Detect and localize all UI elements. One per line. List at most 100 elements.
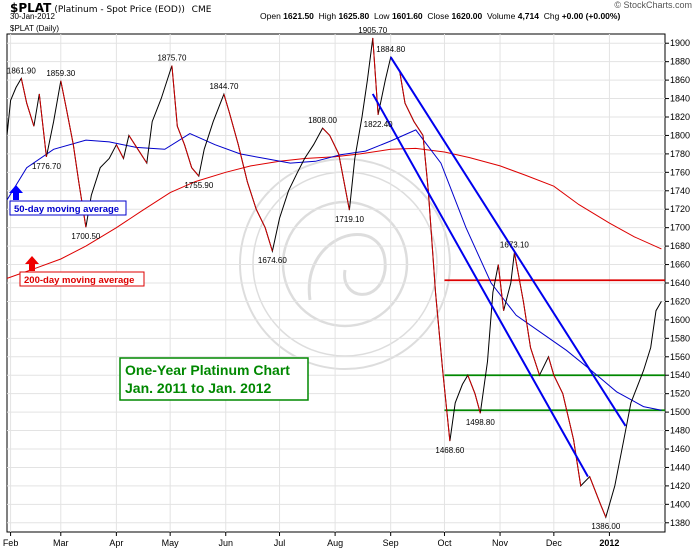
x-tick-label: Sep — [383, 538, 399, 548]
title-line-2: Jan. 2011 to Jan. 2012 — [125, 380, 272, 396]
y-tick-label: 1900 — [670, 38, 690, 48]
price-down-segment — [38, 93, 47, 157]
price-down-segment — [562, 393, 575, 440]
y-tick-label: 1820 — [670, 112, 690, 122]
y-tick-label: 1680 — [670, 241, 690, 251]
trendline — [371, 93, 589, 478]
price-annotation: 1861.90 — [7, 66, 36, 75]
price-down-segment — [404, 102, 415, 122]
price-down-segment — [128, 135, 139, 150]
y-tick-label: 1640 — [670, 278, 690, 288]
y-axis: 1380 1400 1420 1440 1460 1480 1500 1520 1540 1560… — [665, 38, 690, 528]
x-tick-label: Mar — [53, 538, 69, 548]
x-tick-label: Dec — [546, 538, 563, 548]
x-tick-label: Jul — [274, 538, 286, 548]
low-value: 1601.60 — [391, 11, 423, 21]
price-down-segment — [20, 78, 28, 104]
x-tick-label: Jun — [218, 538, 233, 548]
exchange: CME — [191, 5, 212, 15]
price-down-segment — [223, 94, 230, 113]
price-annotation: 1844.70 — [209, 82, 238, 91]
red-arrow-icon — [25, 256, 39, 271]
price-down-segment — [60, 80, 67, 108]
price-down-segment — [264, 227, 273, 252]
price-down-segment — [115, 144, 124, 159]
price-down-segment — [171, 65, 178, 127]
chart-title: $PLAT (Platinum - Spot Price (EOD)) CME — [10, 1, 211, 15]
price-annotation: 1875.70 — [157, 54, 186, 63]
close-value: 1620.00 — [451, 11, 483, 21]
y-tick-label: 1400 — [670, 499, 690, 509]
y-tick-label: 1560 — [670, 352, 690, 362]
ma200-legend: 200-day moving average — [19, 256, 145, 287]
price-annotation: 1386.00 — [591, 522, 620, 531]
price-annotation: 1776.70 — [32, 162, 61, 171]
series-layer — [6, 37, 662, 519]
ma50-legend-label: 50-day moving average — [14, 204, 119, 215]
price-down-segment — [547, 356, 555, 376]
high-value: 1625.80 — [338, 11, 370, 21]
price-down-segment — [474, 393, 481, 414]
price-down-segment — [399, 70, 406, 104]
price-annotations: 1861.90 1859.30 1776.70 1700.50 1875.70 1755.… — [7, 26, 621, 531]
y-tick-label: 1460 — [670, 444, 690, 454]
y-tick-label: 1740 — [670, 186, 690, 196]
y-tick-label: 1440 — [670, 462, 690, 472]
x-tick-label: Apr — [109, 538, 123, 548]
y-tick-label: 1480 — [670, 426, 690, 436]
price-down-segment — [467, 375, 476, 394]
price-annotation: 1700.50 — [71, 232, 100, 241]
ma200-legend-label: 200-day moving average — [24, 275, 134, 286]
price-annotation: 1859.30 — [46, 69, 75, 78]
price-down-segment — [176, 126, 185, 145]
period-label: $PLAT (Daily) — [10, 24, 59, 33]
y-tick-label: 1700 — [670, 223, 690, 233]
ohlc-readout: Open 1621.50 High 1625.80 Low 1601.60 Cl… — [260, 11, 621, 21]
symbol: $PLAT — [10, 1, 52, 15]
y-tick-label: 1540 — [670, 370, 690, 380]
x-tick-label: Oct — [437, 538, 452, 548]
chart-title-box: One-Year Platinum Chart Jan. 2011 to Jan… — [119, 357, 309, 401]
y-tick-label: 1620 — [670, 296, 690, 306]
price-down-segment — [599, 504, 607, 518]
price-down-segment — [553, 375, 564, 394]
y-tick-label: 1500 — [670, 407, 690, 417]
price-down-segment — [255, 209, 266, 228]
y-tick-label: 1860 — [670, 75, 690, 85]
volume-value: 4,714 — [517, 11, 539, 21]
price-annotation: 1498.80 — [466, 418, 495, 427]
y-tick-label: 1780 — [670, 149, 690, 159]
price-annotation: 1822.40 — [364, 120, 393, 129]
instrument-name: (Platinum - Spot Price (EOD)) — [54, 5, 185, 15]
chart-date: 30-Jan-2012 — [10, 12, 55, 21]
x-tick-label: May — [162, 538, 180, 548]
stockcharts-brand[interactable]: © StockCharts.com — [614, 0, 692, 10]
trendline — [389, 56, 627, 427]
price-annotation: 1673.10 — [500, 240, 529, 249]
price-annotation: 1808.00 — [308, 116, 337, 125]
price-down-segment — [65, 107, 74, 145]
y-tick-label: 1380 — [670, 518, 690, 528]
y-tick-label: 1760 — [670, 167, 690, 177]
title-line-1: One-Year Platinum Chart — [125, 362, 290, 378]
y-tick-label: 1720 — [670, 204, 690, 214]
horizontal-levels — [444, 279, 665, 412]
chg-value: +0.00 (+0.00%) — [561, 11, 621, 21]
watermark-seal — [239, 158, 451, 370]
trend-channel — [371, 56, 627, 478]
y-tick-label: 1880 — [670, 57, 690, 67]
y-tick-label: 1520 — [670, 389, 690, 399]
price-down-segment — [338, 153, 350, 211]
chart-header: $PLAT (Platinum - Spot Price (EOD)) CME 3… — [0, 0, 700, 22]
price-annotation: 1884.80 — [376, 45, 405, 54]
y-tick-label: 1600 — [670, 315, 690, 325]
x-tick-label: 2012 — [599, 538, 619, 548]
price-down-segment — [26, 103, 35, 127]
price-down-segment — [435, 292, 444, 371]
price-down-segment — [322, 127, 331, 136]
price-annotation: 1468.60 — [435, 446, 464, 455]
price-down-segment — [237, 144, 248, 182]
price-down-segment — [246, 181, 257, 210]
price-down-segment — [530, 347, 540, 376]
